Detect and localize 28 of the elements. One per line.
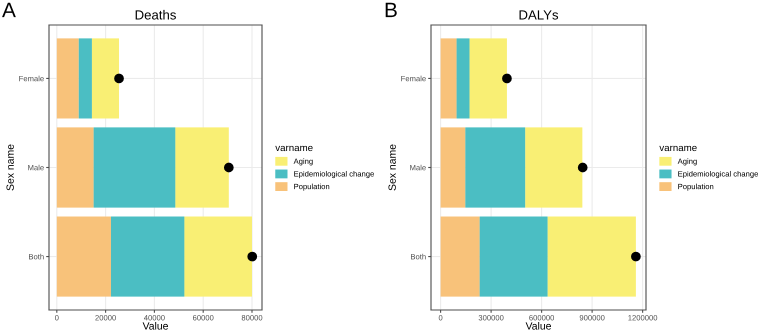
- legend-title: varname: [275, 146, 313, 152]
- text: A: [2, 2, 16, 18]
- bar: [480, 216, 548, 297]
- bar: [470, 38, 507, 119]
- bar: [92, 38, 120, 119]
- y-axis-title: Sex name: [388, 144, 396, 190]
- bar: [184, 216, 252, 297]
- bar: [548, 216, 636, 297]
- chart-title: Deaths: [136, 10, 176, 20]
- bar: [525, 127, 582, 208]
- legend-title: varname: [659, 146, 697, 152]
- bar: [110, 216, 184, 297]
- bar: [56, 38, 79, 119]
- x-axis-title: Value: [526, 322, 551, 330]
- bar: [456, 38, 470, 119]
- bar: [465, 127, 526, 208]
- bar: [94, 127, 176, 208]
- bar: [175, 127, 229, 208]
- bar: [56, 127, 94, 208]
- chart-title: DALYs: [520, 10, 558, 20]
- bar: [78, 38, 92, 119]
- bar: [56, 216, 111, 297]
- bar: [440, 127, 466, 208]
- bar: [440, 38, 457, 119]
- y-axis-title: Sex name: [6, 144, 14, 190]
- text: B: [386, 2, 397, 18]
- bar: [440, 216, 480, 297]
- x-axis-title: Value: [142, 322, 168, 330]
